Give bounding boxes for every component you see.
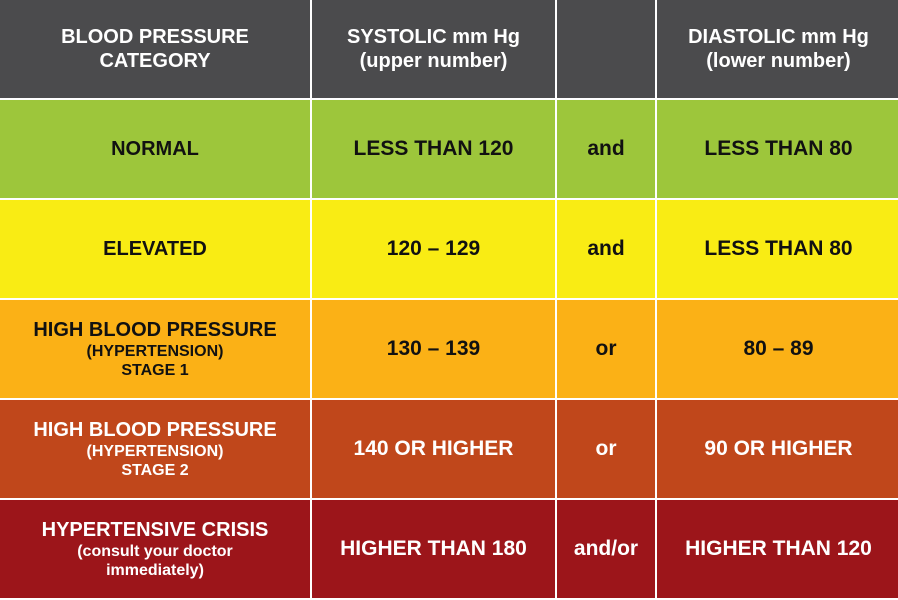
category: HIGH BLOOD PRESSURE (HYPERTENSION) STAGE 2 — [0, 400, 310, 498]
diastolic-text: LESS THAN 80 — [704, 137, 853, 161]
category-line: HIGH BLOOD PRESSURE — [33, 418, 277, 441]
category-line: HYPERTENSIVE CRISIS — [41, 518, 269, 541]
header-category-line: CATEGORY — [99, 50, 211, 72]
systolic-text: 130 – 139 — [386, 337, 481, 361]
systolic: 130 – 139 — [312, 300, 555, 398]
conjunction: or — [557, 400, 655, 498]
diastolic: 80 – 89 — [657, 300, 898, 398]
conjunction: or — [557, 300, 655, 398]
conjunction-text: or — [595, 337, 617, 361]
category-line: HIGH BLOOD PRESSURE — [33, 318, 277, 341]
conjunction-text: and/or — [573, 537, 639, 561]
diastolic: 90 OR HIGHER — [657, 400, 898, 498]
header-systolic-line: (upper number) — [359, 50, 508, 72]
systolic-text: 120 – 129 — [386, 237, 481, 261]
conjunction-text: or — [595, 437, 617, 461]
header-category: BLOOD PRESSURE CATEGORY — [0, 0, 310, 98]
systolic-text: LESS THAN 120 — [353, 137, 514, 161]
diastolic: LESS THAN 80 — [657, 200, 898, 298]
category-line: (HYPERTENSION) — [86, 342, 224, 360]
category-line: (consult your doctor — [77, 542, 233, 560]
category-line: NORMAL — [111, 138, 199, 160]
header-diastolic: DIASTOLIC mm Hg (lower number) — [657, 0, 898, 98]
category-line: (HYPERTENSION) — [86, 442, 224, 460]
systolic: HIGHER THAN 180 — [312, 500, 555, 598]
header-systolic: SYSTOLIC mm Hg (upper number) — [312, 0, 555, 98]
diastolic-text: HIGHER THAN 120 — [685, 537, 872, 561]
conjunction: and/or — [557, 500, 655, 598]
header-category-line: BLOOD PRESSURE — [61, 26, 249, 48]
category-line: STAGE 2 — [121, 462, 189, 479]
conjunction: and — [557, 100, 655, 198]
diastolic-text: 90 OR HIGHER — [704, 437, 853, 461]
category: ELEVATED — [0, 200, 310, 298]
systolic-text: 140 OR HIGHER — [353, 437, 514, 461]
header-blank — [557, 0, 655, 98]
systolic: LESS THAN 120 — [312, 100, 555, 198]
diastolic-text: LESS THAN 80 — [704, 237, 853, 261]
category: HIGH BLOOD PRESSURE (HYPERTENSION) STAGE 1 — [0, 300, 310, 398]
diastolic-text: 80 – 89 — [743, 337, 814, 361]
header-systolic-line: SYSTOLIC mm Hg — [347, 26, 520, 48]
systolic: 140 OR HIGHER — [312, 400, 555, 498]
category-line: STAGE 1 — [121, 362, 189, 379]
diastolic: HIGHER THAN 120 — [657, 500, 898, 598]
category-line: ELEVATED — [103, 238, 207, 260]
conjunction-text: and — [587, 237, 625, 261]
conjunction: and — [557, 200, 655, 298]
systolic-text: HIGHER THAN 180 — [340, 537, 527, 561]
category-line: immediately) — [106, 562, 204, 579]
category: HYPERTENSIVE CRISIS (consult your doctor i… — [0, 500, 310, 598]
systolic: 120 – 129 — [312, 200, 555, 298]
header-diastolic-line: (lower number) — [706, 50, 851, 72]
header-diastolic-line: DIASTOLIC mm Hg — [688, 26, 869, 48]
category: NORMAL — [0, 100, 310, 198]
conjunction-text: and — [587, 137, 625, 161]
diastolic: LESS THAN 80 — [657, 100, 898, 198]
